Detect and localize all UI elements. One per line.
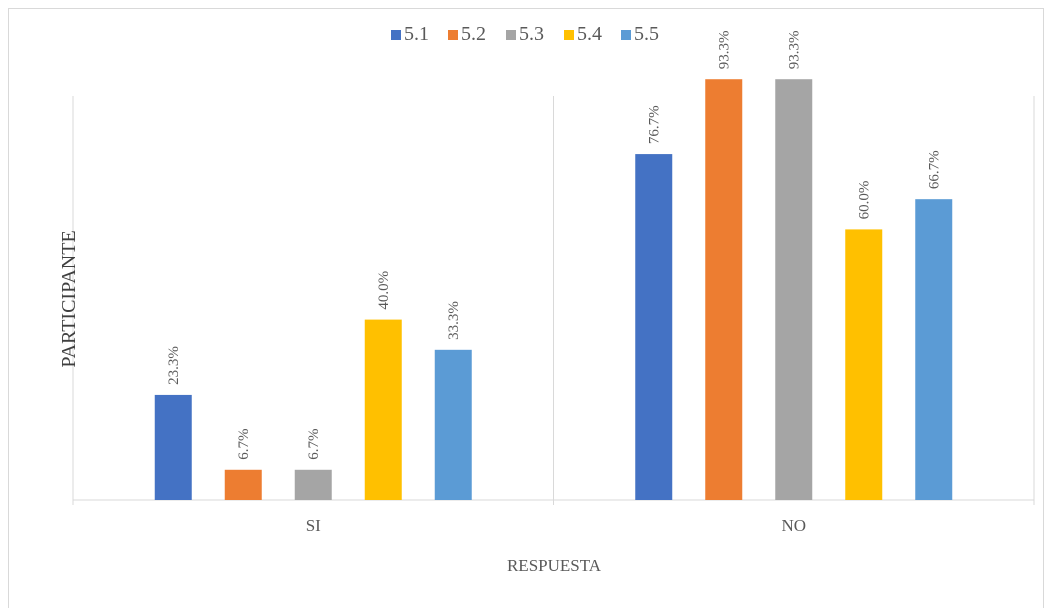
legend-swatch-5-2 (448, 30, 458, 40)
data-label: 60.0% (857, 181, 873, 220)
legend-swatch-5-1 (391, 30, 401, 40)
plot-area: SI 23.3% 6.7% 6.7% 40.0% 33.3% NO 76.7% 93.3% 93.… (72, 30, 1035, 535)
legend-label-5-5: 5.5 (634, 23, 659, 45)
data-label: 6.7% (306, 429, 322, 460)
legend-label-5-2: 5.2 (461, 23, 486, 45)
data-label: 40.0% (376, 271, 392, 310)
category-label: SI (306, 516, 321, 535)
bar-si-5-3 (294, 469, 332, 500)
legend: 5.1 5.2 5.3 5.4 5.5 (391, 23, 659, 45)
data-label: 66.7% (927, 150, 943, 189)
data-label: 6.7% (236, 429, 252, 460)
data-label: 93.3% (787, 30, 803, 69)
legend-label-5-1: 5.1 (404, 23, 429, 45)
bar-si-5-5 (434, 349, 472, 500)
bar-si-5-2 (224, 469, 262, 500)
bar-no-5-5 (915, 199, 953, 501)
category-label: NO (781, 516, 806, 535)
legend-label-5-4: 5.4 (577, 23, 602, 45)
legend-swatch-5-5 (621, 30, 631, 40)
data-label: 93.3% (717, 30, 733, 69)
bar-no-5-2 (705, 79, 743, 500)
bar-chart: 5.1 5.2 5.3 5.4 5.5 SI 23.3% 6.7% 6.7% 40.0% 33.3… (58, 23, 1035, 575)
data-label: 76.7% (647, 105, 663, 144)
bar-no-5-1 (635, 154, 673, 500)
data-label: 23.3% (166, 346, 182, 385)
bar-no-5-4 (845, 229, 883, 500)
bar-si-5-4 (364, 319, 402, 500)
legend-swatch-5-3 (506, 30, 516, 40)
y-axis-title: PARTICIPANTE (58, 230, 80, 367)
bar-no-5-3 (775, 79, 813, 500)
data-label: 33.3% (446, 301, 462, 340)
legend-swatch-5-4 (564, 30, 574, 40)
chart-frame: 5.1 5.2 5.3 5.4 5.5 SI 23.3% 6.7% 6.7% 40.0% 33.3… (8, 8, 1044, 608)
bar-si-5-1 (154, 394, 192, 500)
x-axis-title: RESPUESTA (507, 556, 602, 575)
legend-label-5-3: 5.3 (519, 23, 544, 45)
